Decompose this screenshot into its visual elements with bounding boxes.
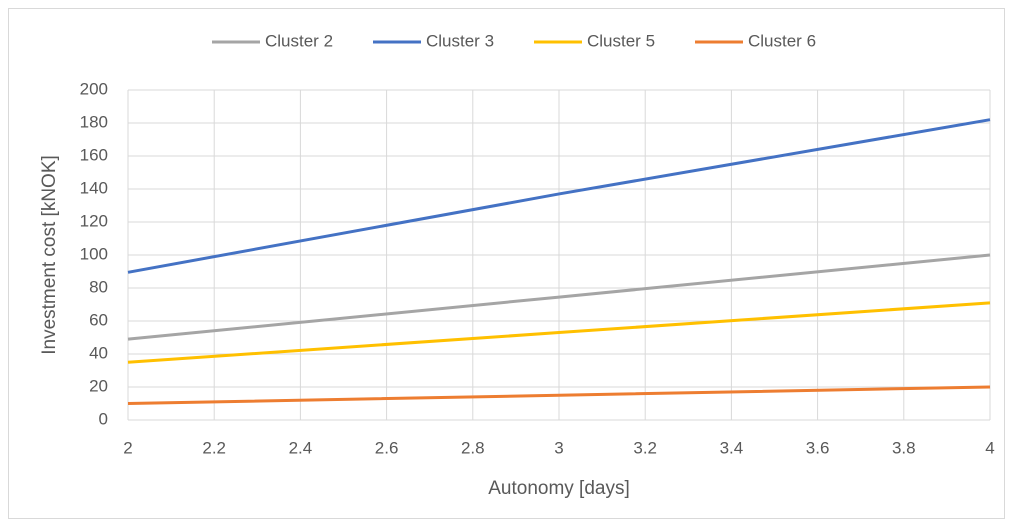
x-tick-label: 3.4 [720, 438, 744, 457]
data-line [127, 385, 991, 405]
data-line [127, 253, 991, 341]
y-tick-label: 100 [80, 244, 108, 263]
x-tick-label: 3 [554, 438, 563, 457]
x-tick-label: 3.8 [892, 438, 916, 457]
data-line [127, 301, 991, 364]
x-axis-title: Autonomy [days] [488, 478, 630, 499]
chart-border [8, 8, 1005, 519]
legend-label: Cluster 5 [587, 31, 655, 50]
y-tick-label: 0 [99, 409, 108, 428]
x-tick-label: 2.4 [289, 438, 313, 457]
y-tick-label: 200 [80, 79, 108, 98]
legend-label: Cluster 2 [265, 31, 333, 50]
legend-label: Cluster 3 [426, 31, 494, 50]
legend-label: Cluster 6 [748, 31, 816, 50]
x-tick-label: 2 [123, 438, 132, 457]
y-tick-label: 80 [89, 277, 108, 296]
y-tick-label: 20 [89, 376, 108, 395]
y-axis-title: Investment cost [kNOK] [39, 155, 60, 355]
y-tick-label: 180 [80, 112, 108, 131]
y-tick-label: 60 [89, 310, 108, 329]
data-line [127, 118, 991, 274]
y-tick-label: 140 [80, 178, 108, 197]
y-tick-label: 120 [80, 211, 108, 230]
x-tick-label: 3.2 [633, 438, 657, 457]
x-tick-label: 2.2 [202, 438, 226, 457]
y-tick-label: 160 [80, 145, 108, 164]
x-tick-label: 2.8 [461, 438, 485, 457]
x-tick-label: 3.6 [806, 438, 830, 457]
x-tick-label: 4 [985, 438, 994, 457]
y-tick-label: 40 [89, 343, 108, 362]
x-tick-label: 2.6 [375, 438, 399, 457]
